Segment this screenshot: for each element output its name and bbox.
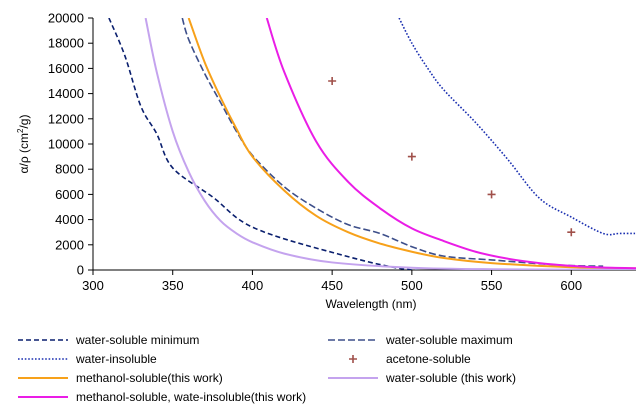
legend-label: methanol-soluble, wate-insoluble(this wo… <box>76 390 306 404</box>
legend-item: water-soluble minimum <box>18 333 199 347</box>
x-tick-label: 350 <box>162 278 184 293</box>
legend-item: water-soluble maximum <box>328 333 513 347</box>
legend-item: methanol-soluble(this work) <box>18 371 223 385</box>
series-line-2 <box>398 18 636 236</box>
series-line-0 <box>108 18 604 270</box>
y-tick-label: 8000 <box>55 162 84 177</box>
y-tick-label: 16000 <box>48 61 84 76</box>
legend: water-soluble minimum water-soluble maxim… <box>18 333 516 404</box>
y-tick-label: 10000 <box>48 137 84 152</box>
series-line-4 <box>187 18 636 270</box>
y-axis-label-main: α/ρ (cm <box>17 133 31 173</box>
axes <box>92 18 636 271</box>
x-tick-label: 400 <box>242 278 264 293</box>
y-axis-label: α/ρ (cm2/g) <box>16 115 31 174</box>
x-tick-label: 450 <box>321 278 343 293</box>
legend-item: water-soluble (this work) <box>328 371 516 385</box>
y-tick-label: 12000 <box>48 111 84 126</box>
series-line-6 <box>265 18 636 270</box>
series-line-5 <box>144 18 636 270</box>
scatter-point <box>487 190 496 199</box>
legend-item: acetone-soluble <box>349 352 471 366</box>
legend-item: water-insoluble <box>18 352 157 366</box>
x-axis-label: Wavelength (nm) <box>326 297 417 311</box>
series-3-markers <box>328 77 576 237</box>
legend-label: water-soluble maximum <box>385 333 513 347</box>
y-tick-label: 4000 <box>55 212 84 227</box>
legend-label: water-soluble minimum <box>75 333 199 347</box>
legend-label: water-insoluble <box>75 352 157 366</box>
legend-label: methanol-soluble(this work) <box>76 371 223 385</box>
y-tick-label: 2000 <box>55 237 84 252</box>
legend-label: water-soluble (this work) <box>385 371 516 385</box>
y-axis-label-tail: /g) <box>17 115 31 129</box>
y-axis-label-sup: 2 <box>16 128 25 133</box>
legend-item: methanol-soluble, wate-insoluble(this wo… <box>18 390 306 404</box>
series-layer <box>108 18 636 270</box>
y-tick-label: 0 <box>77 263 84 278</box>
legend-label: acetone-soluble <box>386 352 471 366</box>
y-tick-label: 14000 <box>48 86 84 101</box>
x-tick-label: 500 <box>401 278 423 293</box>
x-axis-ticks: 300350400450500550600650 <box>82 270 582 293</box>
scatter-point <box>567 228 576 237</box>
x-tick-label: 550 <box>481 278 503 293</box>
scatter-point <box>328 77 337 85</box>
series-line-1 <box>181 18 604 268</box>
y-axis-ticks: 0 2000 4000 6000 8000 10000 12000 14000 16000 180… <box>48 11 93 278</box>
y-tick-label: 20000 <box>48 11 84 26</box>
y-tick-label: 6000 <box>55 187 84 202</box>
y-tick-label: 18000 <box>48 36 84 51</box>
scatter-point <box>407 152 416 161</box>
x-tick-label: 600 <box>560 278 582 293</box>
x-tick-label: 300 <box>82 278 104 293</box>
legend-swatch <box>349 355 357 363</box>
